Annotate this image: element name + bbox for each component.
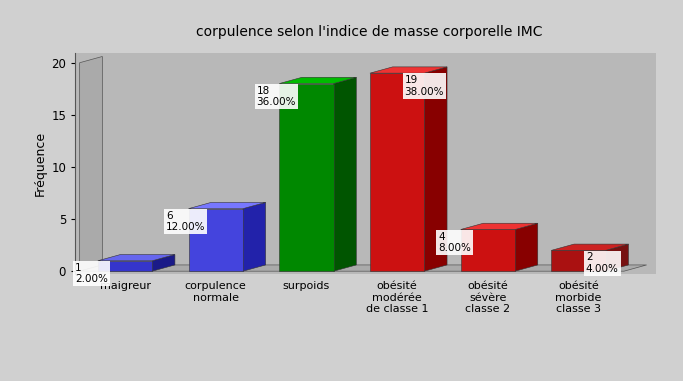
Polygon shape [424, 67, 447, 271]
Text: 4
8.00%: 4 8.00% [438, 232, 471, 253]
Polygon shape [189, 202, 266, 209]
Polygon shape [80, 265, 647, 271]
Polygon shape [370, 73, 424, 271]
Polygon shape [189, 209, 243, 271]
Text: corpulence selon l'indice de masse corporelle IMC: corpulence selon l'indice de masse corpo… [195, 25, 542, 39]
Polygon shape [80, 56, 102, 271]
Polygon shape [334, 77, 357, 271]
Polygon shape [279, 83, 334, 271]
Text: 2
4.00%: 2 4.00% [586, 253, 619, 274]
Text: 6
12.00%: 6 12.00% [166, 211, 206, 232]
Text: 19
38.00%: 19 38.00% [404, 75, 444, 97]
Polygon shape [279, 77, 357, 83]
Polygon shape [551, 244, 628, 250]
Text: 1
2.00%: 1 2.00% [75, 263, 108, 285]
Polygon shape [606, 244, 628, 271]
Text: 18
36.00%: 18 36.00% [257, 86, 296, 107]
Polygon shape [98, 261, 152, 271]
Polygon shape [98, 255, 175, 261]
Polygon shape [515, 223, 538, 271]
Polygon shape [460, 223, 538, 229]
Polygon shape [152, 255, 175, 271]
Polygon shape [243, 202, 266, 271]
Polygon shape [551, 250, 606, 271]
Y-axis label: Fréquence: Fréquence [34, 131, 47, 196]
Polygon shape [370, 67, 447, 73]
Polygon shape [460, 229, 515, 271]
